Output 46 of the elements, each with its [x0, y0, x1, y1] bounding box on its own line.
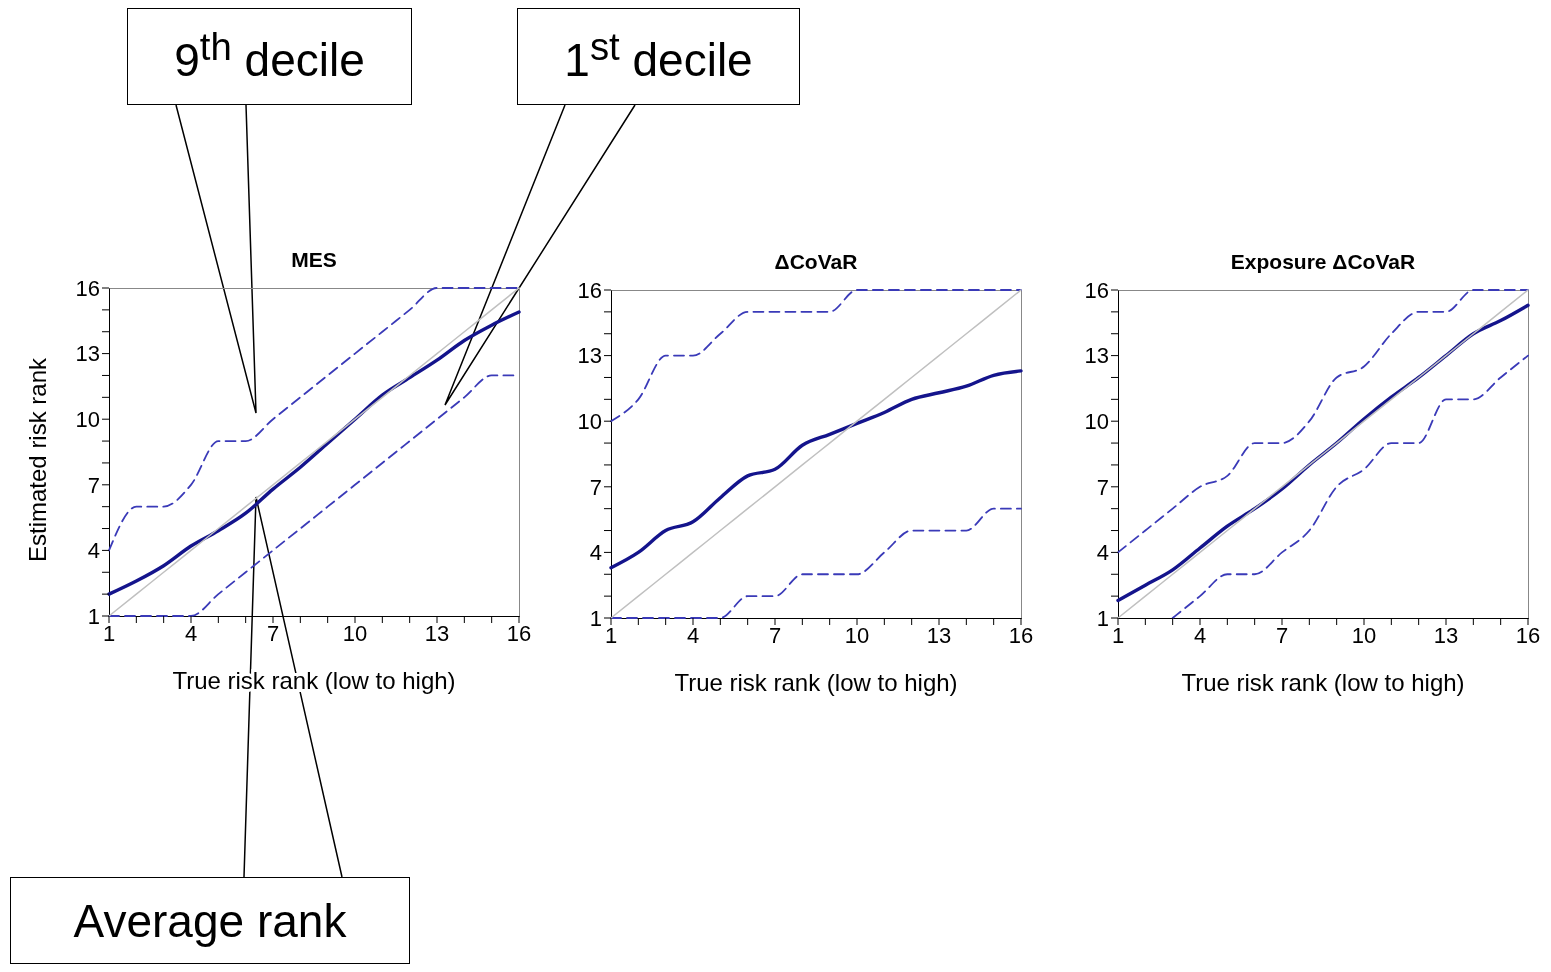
- line-series: [1171, 354, 1529, 619]
- y-tick-label: 16: [577, 277, 602, 303]
- x-tick-label: 4: [184, 620, 198, 646]
- y-tick-label: 7: [1096, 474, 1109, 500]
- y-tick-label: 13: [1084, 343, 1109, 369]
- y-tick-label: 10: [577, 409, 602, 435]
- x-tick-label: 13: [424, 620, 450, 646]
- x-tick-label: 10: [342, 620, 368, 646]
- x-tick-label: 7: [1275, 622, 1289, 648]
- text: Average rank: [73, 893, 347, 948]
- line-series: [610, 507, 1022, 619]
- x-tick-label: 10: [844, 622, 870, 648]
- x-tick-label: 16: [1515, 622, 1541, 648]
- y-tick-label: 10: [1084, 409, 1109, 435]
- x-tick-label: 13: [1433, 622, 1459, 648]
- y-tick-label: 10: [75, 407, 100, 433]
- text: 1$^{st}$ decile: [564, 25, 753, 88]
- line-series: [609, 369, 1023, 570]
- y-tick-label: 13: [75, 341, 100, 367]
- x-tick-label: 7: [768, 622, 782, 648]
- text: 9$^{th}$ decile: [174, 25, 365, 88]
- chart-title: Exposure ΔCoVaR: [1229, 250, 1417, 274]
- y-tick-label: 1: [87, 603, 100, 629]
- chart-title: ΔCoVaR: [773, 250, 859, 274]
- y-tick-label: 4: [87, 538, 100, 564]
- y-tick-label: 16: [75, 275, 100, 301]
- x-tick-label: 10: [1351, 622, 1377, 648]
- x-tick-label: 16: [1008, 622, 1034, 648]
- y-tick-label: 7: [589, 474, 602, 500]
- x-tick-label: 7: [266, 620, 280, 646]
- line-series: [1117, 289, 1529, 554]
- x-tick-label: 4: [686, 622, 700, 648]
- y-tick-label: 4: [589, 540, 602, 566]
- y-tick-label: 4: [1096, 540, 1109, 566]
- x-tick-label: 13: [926, 622, 952, 648]
- x-tick-label: 16: [506, 620, 532, 646]
- y-tick-label: 13: [577, 343, 602, 369]
- x-tick-label: 4: [1193, 622, 1207, 648]
- chart-title: MES: [290, 248, 338, 272]
- y-tick-label: 16: [1084, 277, 1109, 303]
- y-tick-label: 7: [87, 472, 100, 498]
- line-series: [610, 289, 1022, 423]
- line-series: [108, 287, 520, 552]
- x-axis-title: True risk rank (low to high): [674, 669, 958, 696]
- y-axis-title: Estimated risk rank: [23, 356, 51, 562]
- x-axis-title: True risk rank (low to high): [1181, 669, 1465, 696]
